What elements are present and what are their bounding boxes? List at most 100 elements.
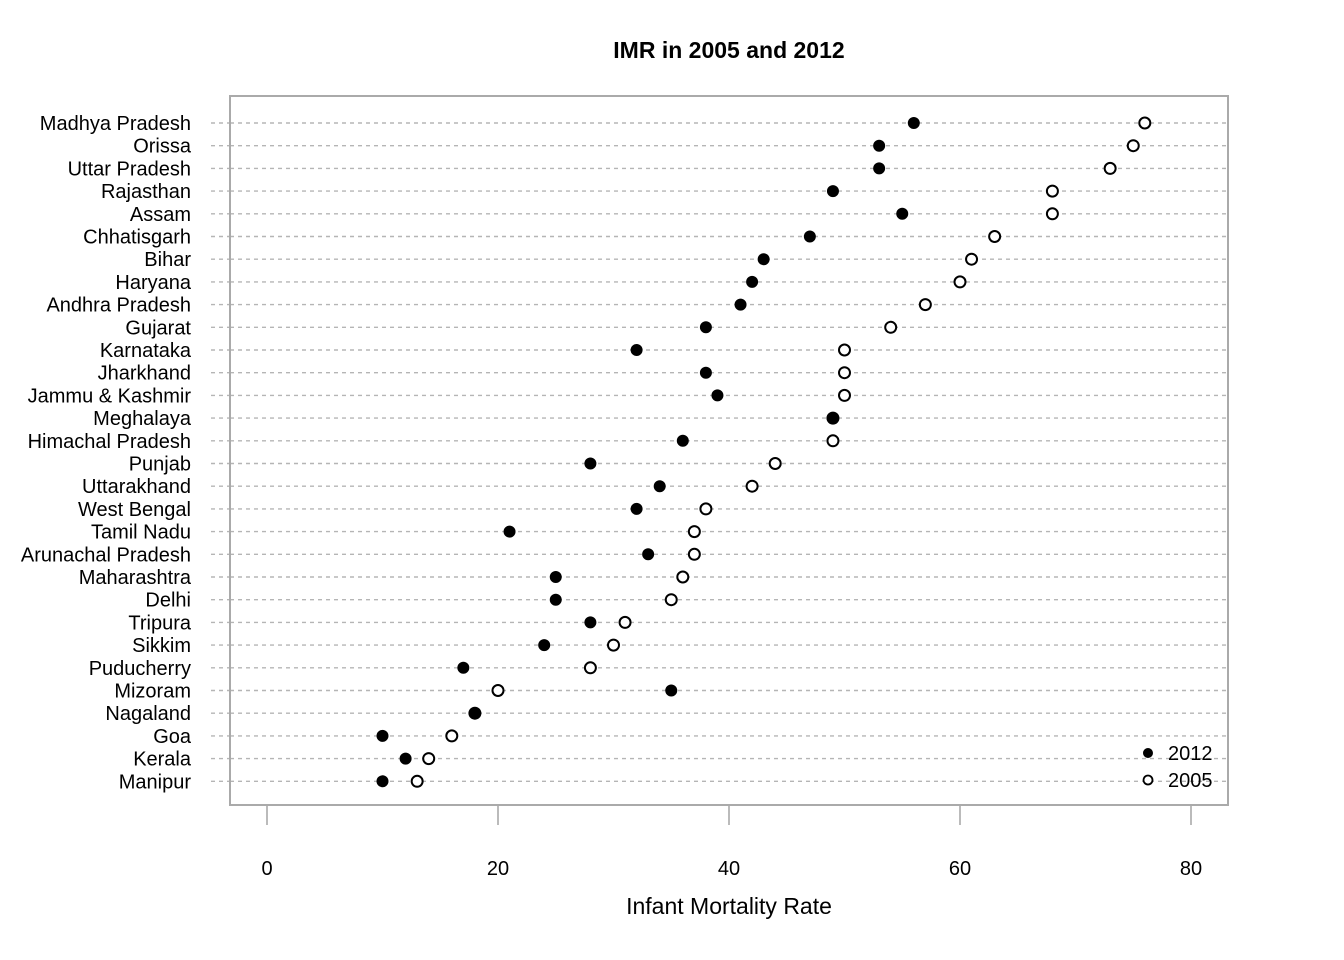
point-2005 xyxy=(1045,207,1059,221)
category-label: Mizoram xyxy=(114,681,191,703)
point-2012 xyxy=(457,661,470,674)
point-2012 xyxy=(699,321,712,334)
chart-title: IMR in 2005 and 2012 xyxy=(613,37,844,63)
point-2005 xyxy=(1045,184,1059,198)
point-2005 xyxy=(676,570,690,584)
x-tick-label: 0 xyxy=(261,858,272,880)
point-2012 xyxy=(584,616,597,629)
category-label: Tripura xyxy=(128,612,191,634)
point-2012 xyxy=(538,639,551,652)
category-label: Uttarakhand xyxy=(82,476,191,498)
point-2012 xyxy=(757,253,770,266)
x-tick-label: 60 xyxy=(949,858,971,880)
point-2012 xyxy=(826,185,839,198)
legend-label: 2005 xyxy=(1168,770,1213,792)
point-2012 xyxy=(584,457,597,470)
point-2005 xyxy=(583,661,597,675)
category-label: Sikkim xyxy=(132,635,191,657)
point-2012 xyxy=(642,548,655,561)
point-2005 xyxy=(618,615,632,629)
point-2005 xyxy=(1138,116,1152,130)
point-2005 xyxy=(664,593,678,607)
point-2005 xyxy=(826,434,840,448)
point-2012 xyxy=(665,684,678,697)
data-points xyxy=(376,116,1152,788)
point-2012 xyxy=(630,344,643,356)
category-label: Delhi xyxy=(145,590,191,612)
point-2012 xyxy=(503,525,516,538)
point-2005 xyxy=(422,752,436,766)
point-2005 xyxy=(918,298,932,312)
x-tick-label: 80 xyxy=(1180,858,1202,880)
point-2012 xyxy=(653,480,666,493)
legend-marker-2005 xyxy=(1142,774,1154,786)
category-label: Madhya Pradesh xyxy=(40,113,191,135)
point-2012 xyxy=(873,139,886,152)
point-2005 xyxy=(768,457,782,470)
x-tick-label: 20 xyxy=(487,858,509,880)
category-label: West Bengal xyxy=(78,499,191,521)
category-label: Kerala xyxy=(133,749,192,771)
category-label: Karnataka xyxy=(100,340,192,362)
point-2012 xyxy=(699,366,712,379)
category-label: Arunachal Pradesh xyxy=(21,544,191,566)
point-2005 xyxy=(687,547,701,561)
point-2012 xyxy=(399,752,412,765)
category-label: Assam xyxy=(130,204,191,226)
category-label: Bihar xyxy=(144,249,191,271)
point-2012 xyxy=(630,502,643,515)
category-label: Tamil Nadu xyxy=(91,522,191,544)
point-2005 xyxy=(884,320,898,334)
x-axis: 0 20 40 60 80 xyxy=(261,805,1202,880)
point-2005 xyxy=(1103,161,1117,175)
point-2012 xyxy=(873,162,886,175)
point-2005 xyxy=(607,638,620,652)
point-2012 xyxy=(896,207,909,220)
point-2005 xyxy=(965,252,979,266)
point-2012 xyxy=(826,412,839,425)
point-2012 xyxy=(549,571,562,583)
point-2012 xyxy=(734,298,747,311)
category-label: Himachal Pradesh xyxy=(28,431,191,453)
category-label: Uttar Pradesh xyxy=(68,158,191,180)
point-2012 xyxy=(676,434,689,447)
category-label: Rajasthan xyxy=(101,181,191,203)
category-label: Jharkhand xyxy=(98,363,191,385)
category-label: Orissa xyxy=(133,136,192,158)
legend-marker-2012 xyxy=(1143,748,1153,758)
legend: 2012 2005 xyxy=(1142,743,1213,792)
point-2012 xyxy=(376,729,389,742)
point-2005 xyxy=(699,502,713,516)
point-2012 xyxy=(549,593,562,606)
grid-lines xyxy=(211,122,1228,782)
point-2005 xyxy=(988,230,1002,243)
point-2012 xyxy=(907,117,920,129)
category-label: Manipur xyxy=(119,771,192,793)
point-2005 xyxy=(687,525,701,539)
category-label: Goa xyxy=(153,726,192,748)
point-2012 xyxy=(376,775,389,788)
category-label: Haryana xyxy=(115,272,191,294)
point-2012 xyxy=(803,230,816,243)
category-label: Puducherry xyxy=(89,658,191,680)
category-label: Maharashtra xyxy=(79,567,192,589)
point-2005 xyxy=(491,684,505,697)
category-label: Meghalaya xyxy=(93,408,192,430)
point-2005 xyxy=(838,366,851,380)
point-2005 xyxy=(445,729,459,743)
category-label: Jammu & Kashmir xyxy=(28,385,192,407)
point-2005 xyxy=(838,343,851,357)
point-2005 xyxy=(745,479,759,493)
point-2012 xyxy=(711,389,724,402)
category-label: Chhatisgarh xyxy=(83,227,191,249)
point-2012 xyxy=(468,707,481,720)
point-2005 xyxy=(1126,139,1140,153)
point-2005 xyxy=(953,275,967,289)
x-tick-label: 40 xyxy=(718,858,740,880)
point-2005 xyxy=(410,774,424,788)
plot-frame xyxy=(229,95,1229,806)
category-label: Punjab xyxy=(129,454,191,476)
category-label: Nagaland xyxy=(105,703,191,725)
category-label: Andhra Pradesh xyxy=(46,295,191,317)
